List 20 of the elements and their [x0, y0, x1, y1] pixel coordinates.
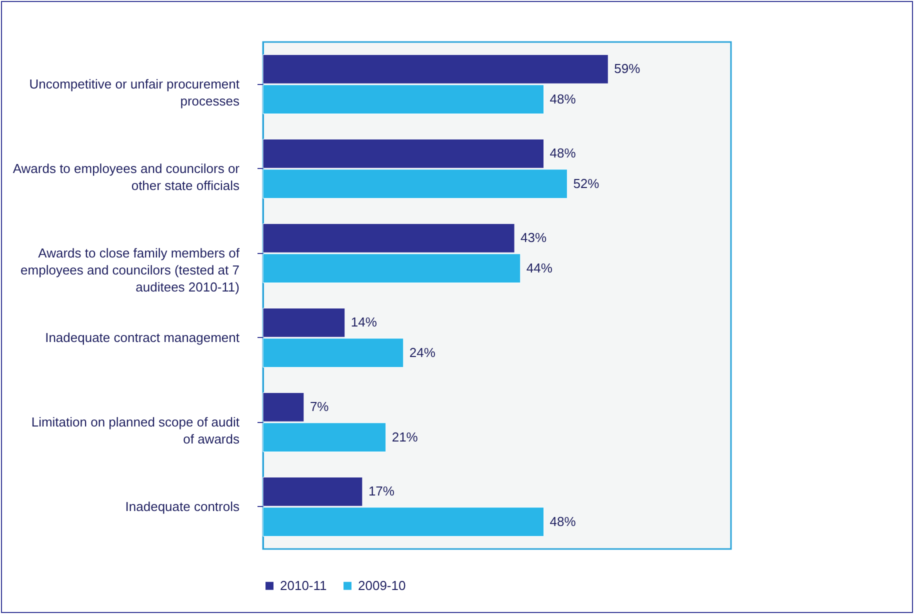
data-label: 48% [550, 146, 576, 161]
data-label: 59% [614, 61, 641, 76]
y-tick-label: Inadequate controls [125, 498, 240, 514]
data-label: 21% [392, 429, 418, 444]
data-label: 7% [310, 399, 330, 414]
y-tick-label: Awards to employees and councilors or other state officials [12, 160, 240, 193]
y-tick-label: Awards to close family members of employees and councilors (tested at 7 auditees 2010-11) [20, 245, 240, 294]
y-tick-label: Uncompetitive or unfair procurement processes [29, 76, 240, 108]
data-label: 48% [550, 91, 576, 106]
data-label: 24% [409, 344, 436, 360]
y-tick-label: Limitation on planned scope of audit of awards [31, 414, 240, 446]
data-label: 48% [550, 514, 576, 529]
data-label: 17% [368, 484, 395, 499]
data-label: 44% [526, 260, 553, 276]
y-tick-label: Inadequate contract management [45, 330, 240, 345]
legend-label: 2009-10 [358, 578, 406, 593]
legend-label: 2010-11 [280, 578, 327, 593]
data-label: 52% [573, 176, 600, 191]
data-label: 43% [520, 230, 548, 246]
data-label: 14% [350, 314, 378, 330]
